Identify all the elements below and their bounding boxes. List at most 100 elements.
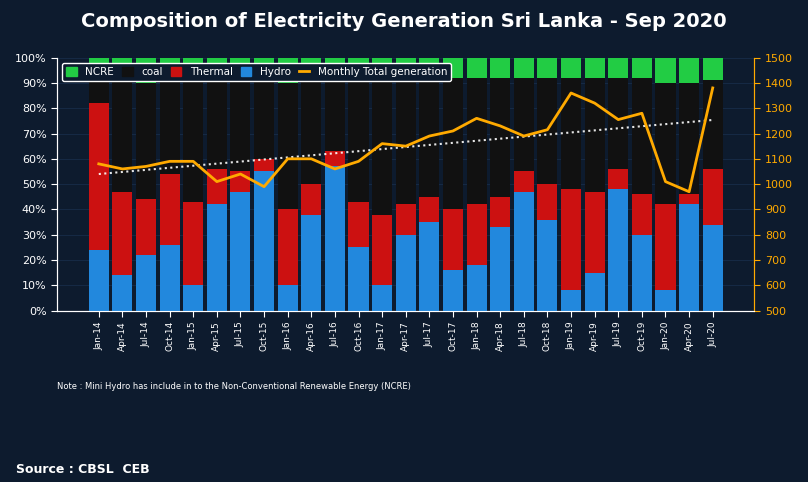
Bar [443,270,463,311]
Bar [679,83,699,194]
Bar [466,78,486,204]
Bar [443,57,463,78]
Bar [160,78,179,174]
Bar [372,285,392,311]
Bar [136,83,156,200]
Bar [112,80,133,192]
Bar [160,245,179,311]
Bar [608,189,629,311]
Bar [230,78,250,172]
Bar [490,197,510,227]
Bar [183,57,204,80]
Bar [632,57,652,78]
Bar [537,78,558,184]
Bar [585,78,604,192]
Bar [419,222,440,311]
Bar [537,57,558,78]
Bar [183,202,204,285]
Bar [183,80,204,202]
Bar [160,57,179,78]
Bar [537,220,558,311]
Bar [396,57,416,78]
Bar [348,202,368,247]
Bar [254,172,274,311]
Bar [514,78,534,172]
Bar [608,57,629,78]
Bar [301,214,322,311]
Text: Note : Mini Hydro has include in to the Non-Conventional Renewable Energy (NCRE): Note : Mini Hydro has include in to the … [57,382,411,390]
Bar [230,192,250,311]
Bar [608,78,629,169]
Bar [396,204,416,235]
Bar [325,78,345,151]
Bar [703,57,723,80]
Bar [136,57,156,83]
Bar [254,159,274,172]
Bar [490,57,510,78]
Bar [136,200,156,255]
Bar [301,57,322,78]
Bar [514,192,534,311]
Bar [207,204,227,311]
Bar [490,227,510,311]
Bar [561,78,581,189]
Bar [561,189,581,291]
Bar [419,78,440,197]
Bar [301,184,322,214]
Bar [230,57,250,78]
Bar [585,57,604,78]
Bar [561,57,581,78]
Legend: NCRE, coal, Thermal, Hydro, Monthly Total generation: NCRE, coal, Thermal, Hydro, Monthly Tota… [62,63,452,81]
Bar [372,214,392,285]
Text: Source : CBSL  CEB: Source : CBSL CEB [16,464,149,476]
Bar [703,225,723,311]
Bar [632,235,652,311]
Bar [183,285,204,311]
Bar [348,57,368,78]
Bar [278,83,297,210]
Bar [112,192,133,275]
Bar [561,291,581,311]
Bar [278,285,297,311]
Bar [703,80,723,169]
Bar [632,194,652,235]
Bar [632,78,652,194]
Bar [207,169,227,204]
Bar [348,247,368,311]
Bar [207,57,227,78]
Text: Composition of Electricity Generation Sri Lanka - Sep 2020: Composition of Electricity Generation Sr… [81,12,727,31]
Bar [89,57,109,78]
Bar [585,192,604,273]
Bar [490,78,510,197]
Bar [112,275,133,311]
Bar [655,291,675,311]
Bar [537,184,558,220]
Bar [655,204,675,291]
Bar [655,57,675,83]
Bar [466,204,486,265]
Bar [443,210,463,270]
Bar [348,78,368,202]
Bar [396,235,416,311]
Bar [514,172,534,192]
Bar [325,151,345,166]
Bar [419,57,440,78]
Bar [703,169,723,225]
Bar [89,103,109,250]
Bar [301,78,322,184]
Bar [372,57,392,78]
Bar [254,78,274,159]
Bar [514,57,534,78]
Bar [325,57,345,78]
Bar [89,250,109,311]
Bar [655,83,675,204]
Bar [679,194,699,204]
Bar [679,204,699,311]
Bar [89,78,109,103]
Bar [466,265,486,311]
Bar [112,57,133,80]
Bar [372,78,392,214]
Bar [207,78,227,169]
Bar [466,57,486,78]
Bar [443,78,463,210]
